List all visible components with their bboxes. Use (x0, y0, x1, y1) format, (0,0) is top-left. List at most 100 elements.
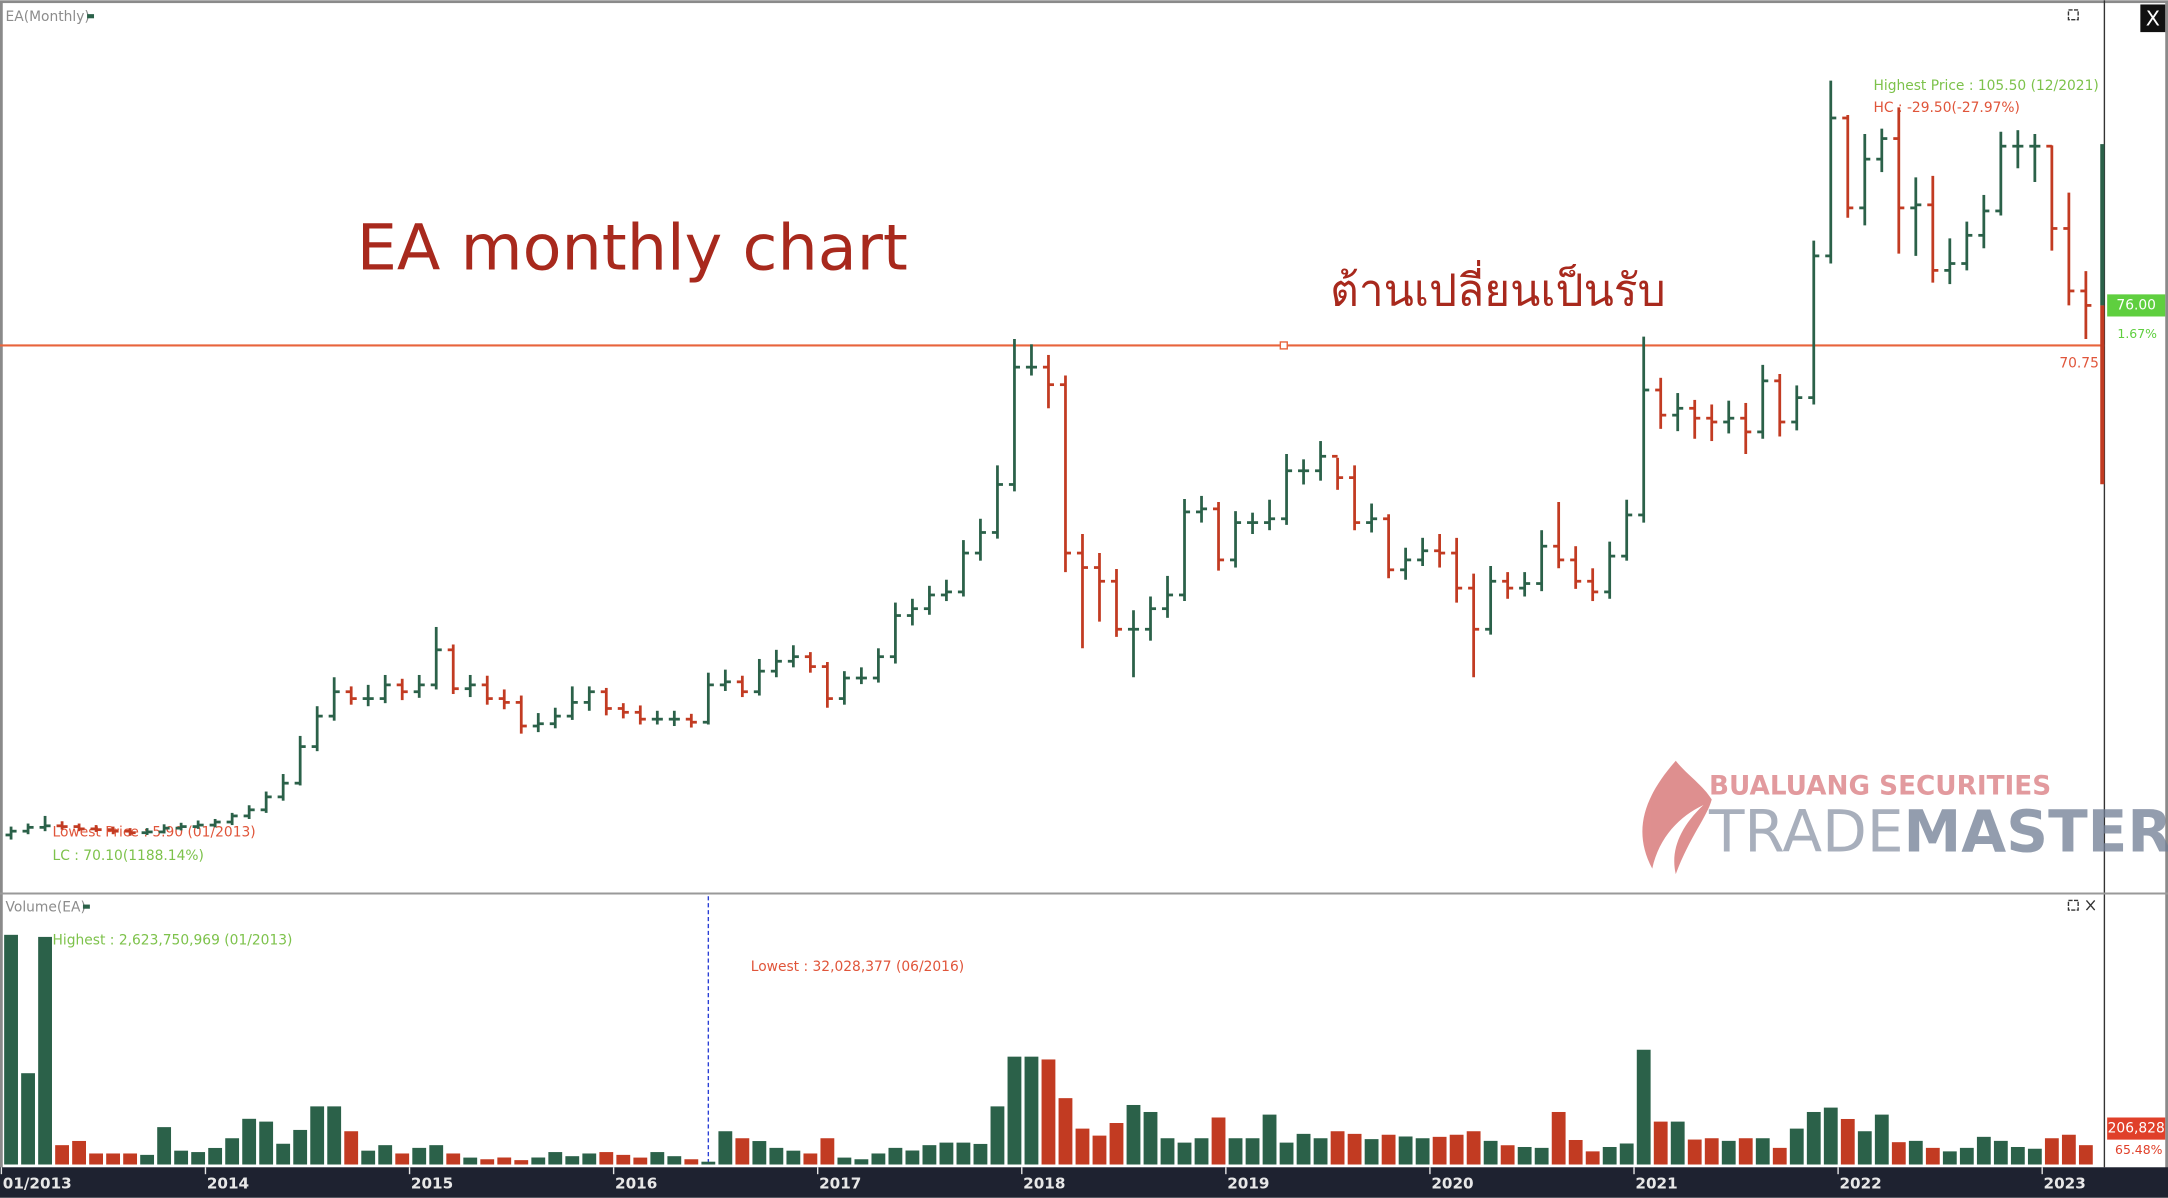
ohlc-bar (226, 812, 238, 826)
volume-bar (191, 1152, 206, 1165)
volume-bar (259, 1121, 274, 1165)
ohlc-bar (1536, 530, 1548, 592)
ohlc-bar (2046, 144, 2058, 251)
ohlc-bar (702, 672, 714, 725)
ohlc-bar (260, 791, 272, 813)
ohlc-bar (787, 645, 799, 668)
close-button-label[interactable]: X (2146, 7, 2160, 31)
watermark-brand-b: MASTER (1904, 798, 2168, 866)
ohlc-bar (1876, 128, 1888, 173)
ohlc-bar (1417, 537, 1429, 567)
volume-bar (378, 1145, 393, 1165)
volume-bar (1483, 1140, 1498, 1165)
ohlc-bar (1025, 344, 1037, 376)
volume-bar (89, 1153, 104, 1165)
ohlc-bar (1570, 546, 1582, 589)
ohlc-bar (56, 821, 68, 830)
last-price-box (2107, 294, 2166, 317)
volume-bar (1143, 1111, 1158, 1165)
volume-bar (1364, 1139, 1379, 1165)
volume-bar (1874, 1114, 1889, 1165)
ohlc-bar (1519, 572, 1531, 597)
volume-bar (4, 934, 18, 1165)
ohlc-bar (1740, 402, 1752, 455)
ohlc-bar (413, 674, 425, 698)
ohlc-bar (1893, 107, 1905, 254)
ohlc-bar (1161, 575, 1174, 618)
lc-text: LC : 70.10(1188.14%) (53, 848, 204, 864)
pane-icon (87, 14, 95, 19)
ohlc-bar (1059, 375, 1072, 573)
ohlc-bar (107, 826, 119, 835)
ohlc-bar (1195, 495, 1208, 523)
ohlc-bar (1808, 240, 1820, 405)
volume-bar (514, 1160, 529, 1165)
ohlc-bar (855, 667, 867, 685)
ohlc-bar (821, 662, 833, 708)
volume-bar (310, 1106, 325, 1165)
volume-bar (786, 1150, 801, 1165)
volume-bar (1024, 1056, 1039, 1165)
ohlc-bar (345, 686, 357, 705)
ohlc-bar (294, 735, 306, 786)
volume-bar (1007, 1056, 1022, 1165)
volume-bar (1721, 1140, 1736, 1165)
ohlc-bar (2012, 130, 2024, 169)
ohlc-bar (1144, 596, 1157, 641)
volume-bar (1500, 1145, 1515, 1165)
logo (1642, 760, 1712, 875)
ohlc-bar (1298, 459, 1310, 485)
x-tick-label: 2019 (1227, 1174, 1269, 1192)
watermark-brand: TRADEMASTER (1708, 798, 2168, 866)
ohlc-bar (1178, 498, 1191, 602)
x-tick-label: 2018 (1023, 1174, 1065, 1192)
ohlc-bar (1349, 465, 1361, 531)
volume-bar (344, 1131, 359, 1165)
volume-bar (1398, 1136, 1413, 1165)
volume-bar (1160, 1138, 1175, 1165)
volume-bar (718, 1131, 733, 1165)
ohlc-bar (634, 705, 646, 725)
ohlc-bar (651, 710, 663, 725)
volume-bar (72, 1140, 87, 1165)
ohlc-bar (906, 598, 918, 626)
volume-bar (888, 1147, 903, 1165)
volume-bar (837, 1157, 852, 1165)
volume-bar (1347, 1133, 1362, 1165)
volume-bar (1942, 1151, 1957, 1165)
ohlc-bar (1451, 537, 1463, 603)
volume-bar (2044, 1138, 2059, 1165)
ohlc-bar (243, 805, 255, 819)
volume-bar (1296, 1133, 1311, 1165)
volume-bar (1126, 1104, 1141, 1165)
ohlc-bar (1383, 514, 1395, 579)
ohlc-bar (549, 707, 561, 729)
volume-bar (1636, 1049, 1651, 1165)
ohlc-bar (1842, 114, 1854, 218)
volume-bar (973, 1143, 988, 1165)
volume-bar (531, 1157, 546, 1165)
ohlc-bar (1995, 131, 2007, 216)
volume-bar (1058, 1098, 1073, 1165)
volume-bar (1551, 1111, 1566, 1165)
volume-bar (905, 1150, 920, 1165)
volume-bar (1908, 1140, 1923, 1165)
maximize-icon[interactable] (2067, 9, 2096, 911)
volume-bar (2061, 1134, 2076, 1165)
ohlc-bar (1859, 133, 1871, 226)
ohlc-bar (1434, 534, 1446, 568)
volume-bar (38, 936, 52, 1165)
volume-bar (1432, 1136, 1447, 1165)
volume-bar (1925, 1147, 1940, 1165)
ohlc-bar (1757, 364, 1769, 439)
volume-bar (293, 1129, 308, 1165)
ohlc-bar (22, 823, 34, 835)
ohlc-bar (1587, 568, 1599, 602)
ohlc-bar (1127, 610, 1140, 678)
ohlc-bar (430, 626, 442, 690)
volume-bar (1245, 1138, 1260, 1165)
ohlc-bar (1247, 512, 1259, 535)
volume-bar (463, 1157, 478, 1165)
close-button[interactable] (2140, 4, 2166, 33)
volume-bar (1330, 1131, 1345, 1165)
